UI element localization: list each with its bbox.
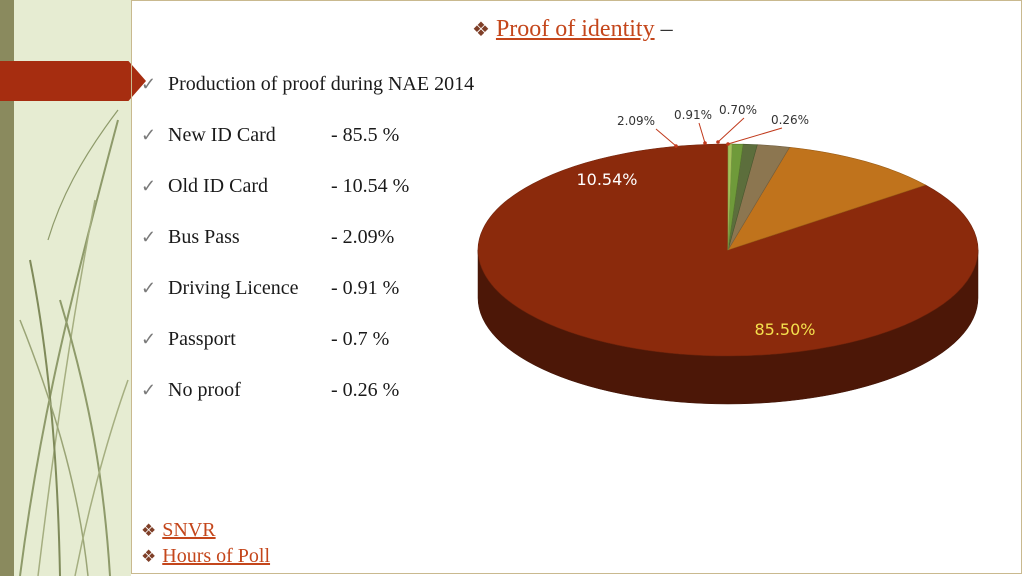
side-band (0, 0, 14, 576)
list-item: ✓ Driving Licence - 0.91 % (141, 277, 399, 300)
data-label-5: 0.26% (771, 113, 809, 127)
data-label-4: 0.70% (719, 103, 757, 117)
diamond-bullet-icon: ❖ (141, 521, 157, 540)
leader-tip-1 (703, 141, 707, 145)
check-icon: ✓ (141, 380, 157, 400)
leader-line-3 (698, 122, 706, 144)
check-icon: ✓ (141, 74, 157, 94)
item-value: - 85.5 % (331, 124, 400, 146)
data-label-1: 10.54% (576, 170, 637, 189)
list-item: ✓ Passport - 0.7 % (141, 328, 389, 351)
pie-chart: 85.50% 10.54% 2.09% 0.91% 0.70% 0.26% (477, 103, 979, 405)
item-value: - 0.26 % (331, 379, 400, 401)
heading-row: ✓ Production of proof during NAE 2014 (141, 73, 474, 96)
list-item: ✓ New ID Card - 85.5 % (141, 124, 399, 147)
grass-decoration (19, 109, 129, 576)
hours-of-poll-link-row[interactable]: ❖ Hours of Poll (141, 545, 270, 568)
data-label-2: 2.09% (617, 114, 655, 128)
leader-line-5 (727, 127, 783, 145)
leader-tip-2 (716, 140, 720, 144)
check-icon: ✓ (141, 329, 157, 349)
title-dash: – (660, 16, 673, 42)
pie-slice-1 (727, 146, 927, 251)
check-icon: ✓ (141, 278, 157, 298)
leader-line-4 (717, 117, 745, 143)
item-value: - 0.91 % (331, 277, 400, 299)
diamond-bullet-icon: ❖ (472, 19, 490, 41)
check-icon: ✓ (141, 125, 157, 145)
slide-frame (131, 0, 1022, 574)
item-value: - 0.7 % (331, 328, 390, 350)
item-label: New ID Card (168, 124, 276, 146)
item-label: Passport (168, 328, 236, 350)
snvr-link-row[interactable]: ❖ SNVR (141, 519, 216, 542)
leader-line-2 (655, 128, 677, 147)
item-label: Bus Pass (168, 226, 240, 248)
hours-of-poll-link[interactable]: Hours of Poll (162, 545, 271, 567)
item-label: No proof (168, 379, 241, 401)
snvr-link[interactable]: SNVR (162, 519, 216, 541)
list-item: ✓ Bus Pass - 2.09% (141, 226, 394, 249)
item-label: Old ID Card (168, 175, 268, 197)
list-item: ✓ Old ID Card - 10.54 % (141, 175, 409, 198)
title-link[interactable]: Proof of identity (495, 16, 655, 42)
item-value: - 10.54 % (331, 175, 410, 197)
list-item: ✓ No proof - 0.26 % (141, 379, 399, 402)
data-label-0: 85.50% (754, 320, 815, 339)
check-icon: ✓ (141, 176, 157, 196)
leader-tip-0 (674, 144, 678, 148)
slide-accent-tab (0, 61, 146, 101)
item-label: Driving Licence (168, 277, 299, 299)
data-label-3: 0.91% (674, 108, 712, 122)
item-value: - 2.09% (331, 226, 395, 248)
diamond-bullet-icon: ❖ (141, 547, 157, 566)
leader-tip-3 (726, 142, 730, 146)
check-icon: ✓ (141, 227, 157, 247)
page-title: ❖ Proof of identity – (472, 16, 673, 43)
heading-text: Production of proof during NAE 2014 (168, 73, 475, 95)
